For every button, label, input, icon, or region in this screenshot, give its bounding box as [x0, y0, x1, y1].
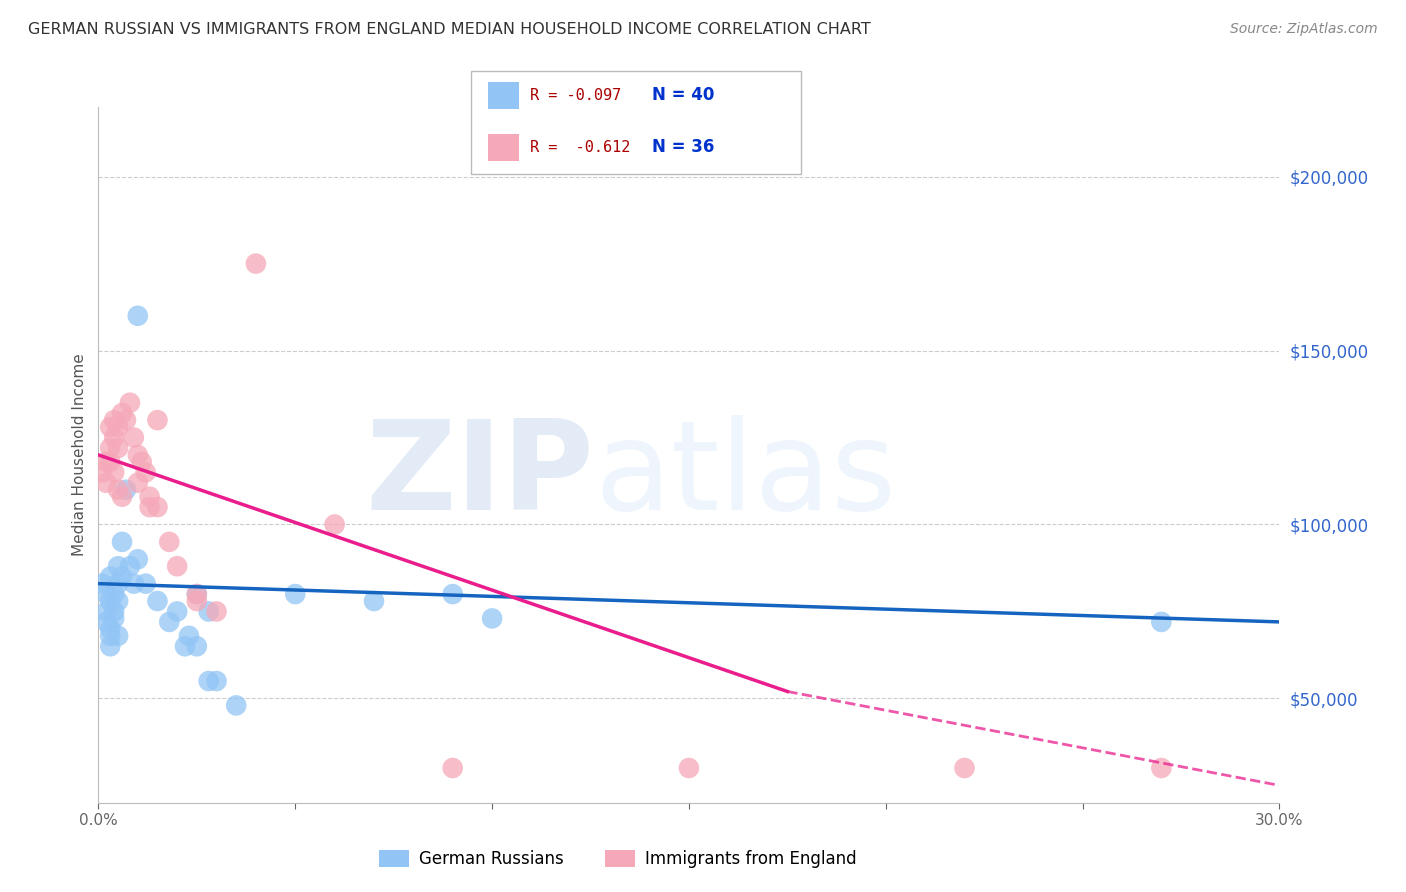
Y-axis label: Median Household Income: Median Household Income	[72, 353, 87, 557]
Point	[135, 466, 157, 480]
Point	[157, 534, 180, 549]
Point	[91, 466, 114, 480]
Point	[1150, 761, 1173, 775]
Point	[186, 587, 208, 601]
Point	[135, 576, 157, 591]
Point	[186, 587, 208, 601]
Point	[96, 615, 118, 629]
Point	[107, 576, 129, 591]
Point	[111, 490, 134, 504]
Point	[98, 594, 121, 608]
Point	[107, 441, 129, 455]
Point	[157, 615, 180, 629]
Point	[205, 674, 228, 689]
Point	[146, 413, 169, 427]
Point	[284, 587, 307, 601]
Point	[111, 534, 134, 549]
Point	[146, 594, 169, 608]
Point	[1150, 615, 1173, 629]
Text: atlas: atlas	[595, 416, 897, 536]
Point	[91, 576, 114, 591]
Point	[115, 413, 138, 427]
Point	[481, 611, 503, 625]
Point	[103, 605, 125, 619]
Point	[107, 420, 129, 434]
Point	[107, 594, 129, 608]
Point	[197, 674, 219, 689]
Point	[127, 309, 149, 323]
Point	[118, 395, 141, 409]
Point	[103, 413, 125, 427]
Point	[98, 420, 121, 434]
Point	[98, 622, 121, 636]
Point	[127, 448, 149, 462]
Point	[197, 605, 219, 619]
Point	[166, 605, 188, 619]
Point	[103, 430, 125, 444]
Point	[138, 500, 160, 514]
Point	[111, 570, 134, 584]
Point	[96, 455, 118, 469]
Point	[131, 455, 153, 469]
Point	[103, 587, 125, 601]
Point	[96, 605, 118, 619]
Point	[98, 629, 121, 643]
Point	[96, 587, 118, 601]
Point	[115, 483, 138, 497]
Point	[225, 698, 247, 713]
Point	[146, 500, 169, 514]
Text: ZIP: ZIP	[366, 416, 595, 536]
Point	[98, 455, 121, 469]
Point	[363, 594, 385, 608]
Point	[107, 559, 129, 574]
Point	[122, 430, 145, 444]
Point	[127, 475, 149, 490]
Point	[441, 587, 464, 601]
Point	[122, 576, 145, 591]
Text: R = -0.097: R = -0.097	[530, 88, 621, 103]
Point	[98, 639, 121, 653]
Point	[177, 629, 200, 643]
Point	[127, 552, 149, 566]
Point	[138, 490, 160, 504]
Point	[323, 517, 346, 532]
Point	[953, 761, 976, 775]
Point	[111, 406, 134, 420]
Text: GERMAN RUSSIAN VS IMMIGRANTS FROM ENGLAND MEDIAN HOUSEHOLD INCOME CORRELATION CH: GERMAN RUSSIAN VS IMMIGRANTS FROM ENGLAN…	[28, 22, 870, 37]
Text: Source: ZipAtlas.com: Source: ZipAtlas.com	[1230, 22, 1378, 37]
Point	[186, 639, 208, 653]
Point	[98, 441, 121, 455]
Point	[245, 256, 267, 270]
Point	[186, 594, 208, 608]
Point	[96, 475, 118, 490]
Point	[107, 629, 129, 643]
Point	[118, 559, 141, 574]
Point	[174, 639, 197, 653]
Point	[166, 559, 188, 574]
Point	[441, 761, 464, 775]
Legend: German Russians, Immigrants from England: German Russians, Immigrants from England	[373, 843, 863, 874]
Point	[205, 605, 228, 619]
Point	[107, 483, 129, 497]
Text: N = 36: N = 36	[652, 138, 714, 156]
Text: N = 40: N = 40	[652, 87, 714, 104]
Point	[103, 466, 125, 480]
Point	[678, 761, 700, 775]
Point	[103, 611, 125, 625]
Text: R =  -0.612: R = -0.612	[530, 140, 630, 154]
Point	[98, 570, 121, 584]
